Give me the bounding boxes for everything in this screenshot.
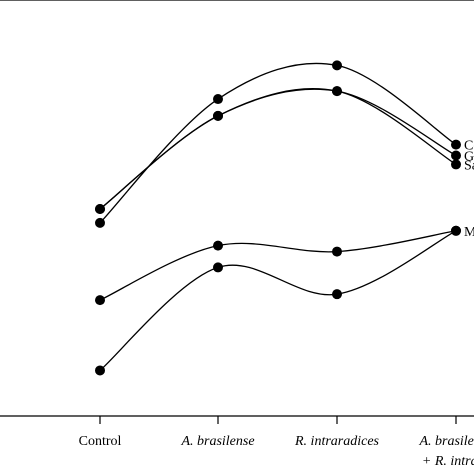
- point-s0-c1: [213, 94, 223, 105]
- series-label-2: Sa: [464, 158, 474, 173]
- point-s4-c1: [213, 262, 223, 273]
- point-s4-c3: [451, 225, 461, 236]
- x-tick-label-1: A. brasilense: [180, 434, 254, 449]
- series-label-1: G: [464, 150, 474, 165]
- point-s2-c2: [332, 86, 342, 97]
- series-line-0: [99, 62, 457, 224]
- point-s3-c0: [95, 295, 105, 306]
- point-s0-c2: [332, 60, 342, 71]
- point-s4-c2: [332, 289, 342, 300]
- x-tick-label-3: A. brasilense: [418, 434, 474, 449]
- series-line-1: [99, 88, 457, 210]
- point-s4-c0: [95, 365, 105, 376]
- x-tick-labels: Control A. brasilense R. intraradices A. br…: [79, 434, 474, 469]
- data-points: [95, 60, 461, 376]
- point-s2-c1: [213, 110, 223, 121]
- point-s2-c3: [451, 159, 461, 170]
- x-tick-label-2: R. intraradices: [294, 434, 380, 449]
- series-line-4: [99, 230, 457, 371]
- x-ticks: [99, 416, 457, 424]
- series-label-0: Co: [464, 139, 474, 154]
- series-labels: CoGSa M: [464, 139, 474, 240]
- point-s3-c2: [332, 246, 342, 257]
- point-s2-c0: [95, 203, 105, 214]
- point-s0-c0: [95, 217, 105, 228]
- x-tick-label-0: Control: [79, 434, 122, 449]
- point-s3-c1: [213, 240, 223, 251]
- series-line-3: [99, 230, 457, 301]
- series-line-2: [99, 88, 457, 210]
- point-s0-c3: [451, 139, 461, 150]
- series-label-3: M: [464, 225, 474, 240]
- point-s1-c3: [451, 150, 461, 161]
- chart-axes: [0, 0, 474, 417]
- series-lines: [99, 62, 457, 371]
- x-tick-label-3-line-1: + R. intrara: [422, 454, 474, 469]
